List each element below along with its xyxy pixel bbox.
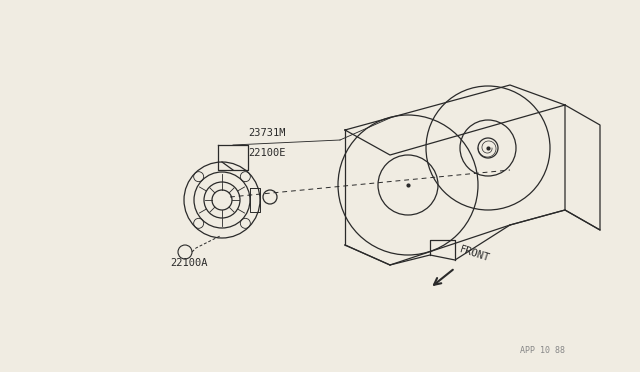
Text: 22100A: 22100A [170, 258, 207, 268]
Text: 23731M: 23731M [248, 128, 285, 138]
Text: 22100E: 22100E [248, 148, 285, 158]
Text: FRONT: FRONT [458, 245, 491, 264]
Text: APP 10 88: APP 10 88 [520, 346, 565, 355]
